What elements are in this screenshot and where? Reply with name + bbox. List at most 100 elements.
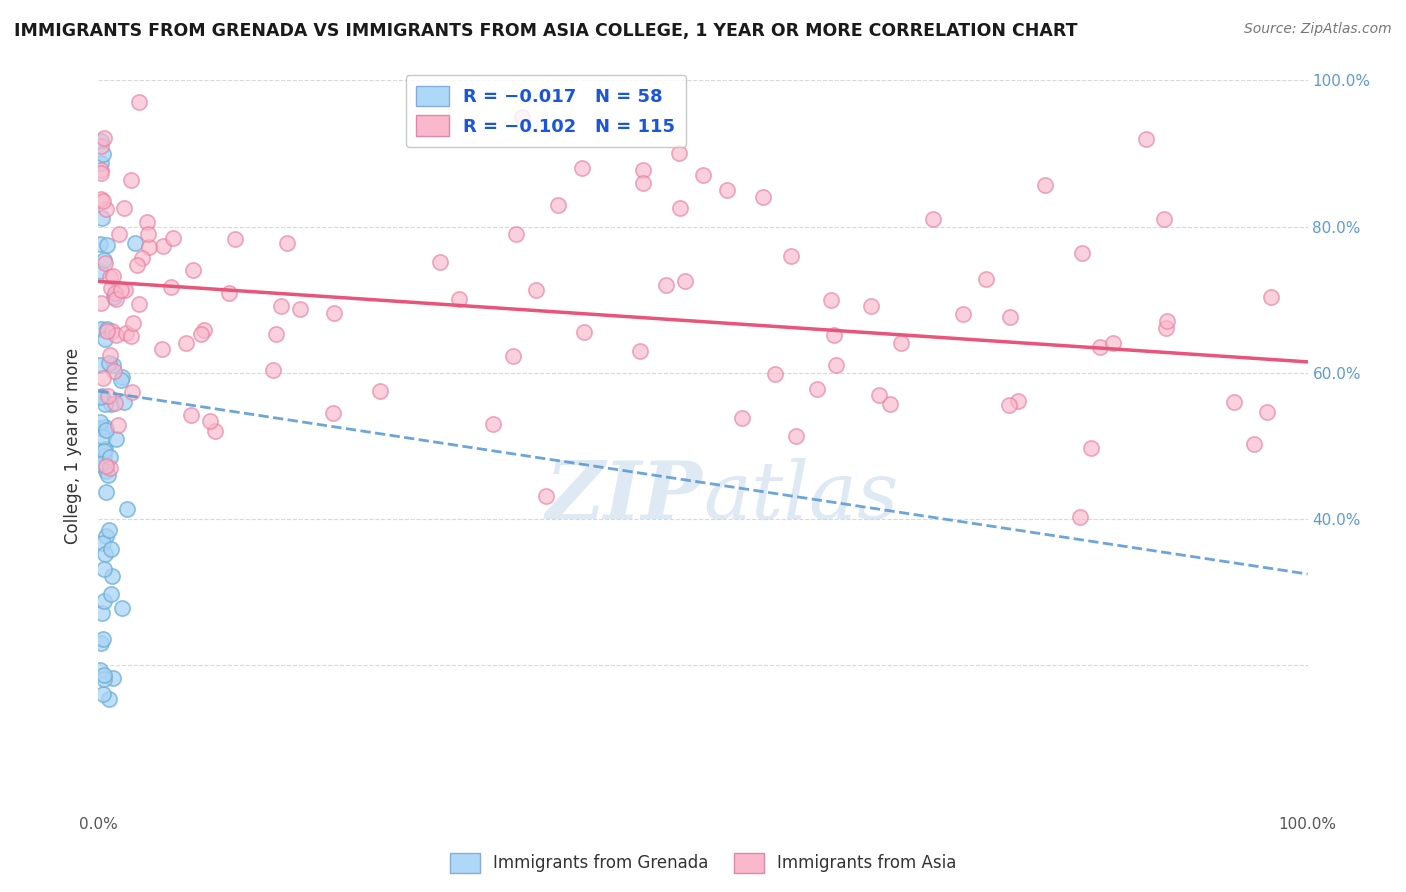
Point: [107, 227, 129, 241]
Point: [224, 232, 246, 246]
Point: [631, 176, 654, 190]
Point: [101, 268, 124, 283]
Point: [998, 398, 1021, 412]
Point: [1090, 340, 1112, 354]
Point: [150, 342, 173, 356]
Point: [91, 632, 114, 647]
Point: [264, 326, 287, 341]
Point: [98, 270, 121, 285]
Point: [1153, 211, 1175, 226]
Point: [93, 457, 115, 471]
Point: [93, 594, 115, 608]
Point: [89, 236, 111, 251]
Point: [633, 162, 655, 177]
Point: [90, 156, 112, 170]
Point: [90, 162, 112, 177]
Point: [100, 397, 122, 411]
Point: [90, 134, 112, 148]
Point: [89, 421, 111, 435]
Point: [952, 307, 974, 321]
Point: [96, 202, 118, 217]
Point: [974, 272, 997, 286]
Point: [190, 326, 212, 341]
Point: [1080, 441, 1102, 455]
Point: [890, 335, 912, 350]
Point: [91, 536, 114, 550]
Point: [103, 364, 125, 378]
Point: [628, 344, 651, 359]
Point: [262, 362, 284, 376]
Point: [823, 327, 845, 342]
Point: [90, 389, 112, 403]
Point: [731, 410, 754, 425]
Point: [90, 211, 112, 226]
Point: [138, 240, 160, 254]
Point: [101, 671, 124, 685]
Point: [276, 235, 298, 250]
Point: [780, 249, 803, 263]
Point: [91, 371, 114, 385]
Point: [93, 547, 115, 561]
Point: [135, 215, 157, 229]
Point: [89, 663, 111, 677]
Point: [806, 382, 828, 396]
Point: [152, 238, 174, 252]
Y-axis label: College, 1 year or more: College, 1 year or more: [65, 348, 83, 544]
Point: [91, 147, 114, 161]
Point: [89, 264, 111, 278]
Point: [101, 324, 124, 338]
Point: [93, 131, 115, 145]
Point: [368, 384, 391, 398]
Text: ZIP: ZIP: [546, 458, 703, 536]
Point: [162, 231, 184, 245]
Point: [868, 387, 890, 401]
Point: [91, 687, 114, 701]
Point: [447, 293, 470, 307]
Point: [879, 396, 901, 410]
Point: [100, 542, 122, 557]
Point: [94, 442, 117, 456]
Point: [668, 146, 690, 161]
Point: [128, 95, 150, 110]
Point: [111, 369, 134, 384]
Point: [505, 227, 527, 241]
Point: [93, 673, 115, 687]
Point: [136, 227, 159, 242]
Point: [98, 348, 121, 362]
Point: [204, 424, 226, 438]
Point: [93, 449, 115, 463]
Point: [669, 201, 692, 215]
Point: [200, 414, 222, 428]
Point: [524, 283, 547, 297]
Point: [752, 190, 775, 204]
Point: [94, 459, 117, 474]
Point: [181, 263, 204, 277]
Point: [1069, 510, 1091, 524]
Point: [921, 212, 943, 227]
Point: [93, 668, 115, 682]
Point: [107, 418, 129, 433]
Point: [655, 278, 678, 293]
Point: [89, 457, 111, 471]
Point: [100, 587, 122, 601]
Point: [193, 323, 215, 337]
Point: [112, 201, 135, 215]
Point: [96, 322, 118, 336]
Point: [104, 396, 127, 410]
Point: [91, 194, 114, 208]
Point: [94, 420, 117, 434]
Point: [180, 409, 202, 423]
Point: [100, 450, 122, 464]
Point: [571, 161, 593, 175]
Point: [89, 390, 111, 404]
Point: [90, 295, 112, 310]
Point: [820, 293, 842, 307]
Point: [160, 280, 183, 294]
Point: [117, 502, 139, 516]
Point: [94, 423, 117, 437]
Point: [94, 256, 117, 270]
Point: [90, 636, 112, 650]
Point: [125, 259, 148, 273]
Point: [1156, 314, 1178, 328]
Point: [94, 485, 117, 500]
